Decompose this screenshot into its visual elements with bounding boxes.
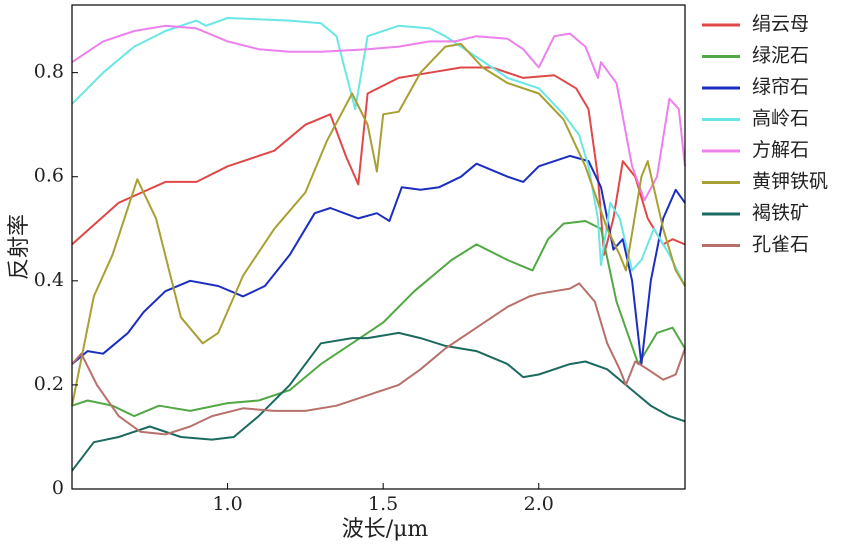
legend-label: 黄钾铁矾 — [752, 171, 828, 193]
legend-label: 褐铁矿 — [752, 202, 809, 224]
y-tick-label: 0.4 — [34, 269, 64, 291]
legend-label: 绿泥石 — [752, 45, 809, 67]
y-tick-label: 0 — [52, 477, 64, 499]
y-tick-label: 0.6 — [34, 165, 64, 187]
data-line — [71, 331, 686, 472]
data-line — [71, 66, 686, 256]
data-line — [71, 43, 686, 406]
y-tick-label: 0.2 — [34, 373, 64, 395]
x-tick-label: 2.0 — [524, 493, 554, 515]
data-line — [71, 17, 686, 287]
legend-label: 孔雀石 — [752, 234, 809, 256]
legend-label: 高岭石 — [752, 108, 809, 130]
data-line — [71, 24, 686, 202]
plot-frame — [71, 4, 686, 490]
legend-label: 方解石 — [752, 139, 809, 161]
data-line — [71, 282, 686, 436]
data-line — [71, 220, 686, 418]
x-tick-label: 1.5 — [368, 493, 398, 515]
y-axis-label: 反射率 — [7, 214, 32, 280]
x-tick-label: 1.0 — [212, 493, 242, 515]
data-line — [71, 154, 686, 366]
y-tick-label: 0.8 — [34, 61, 64, 83]
legend-label: 绿帘石 — [752, 76, 809, 98]
legend-label: 绢云母 — [752, 13, 809, 35]
x-axis-label: 波长/μm — [342, 517, 429, 542]
